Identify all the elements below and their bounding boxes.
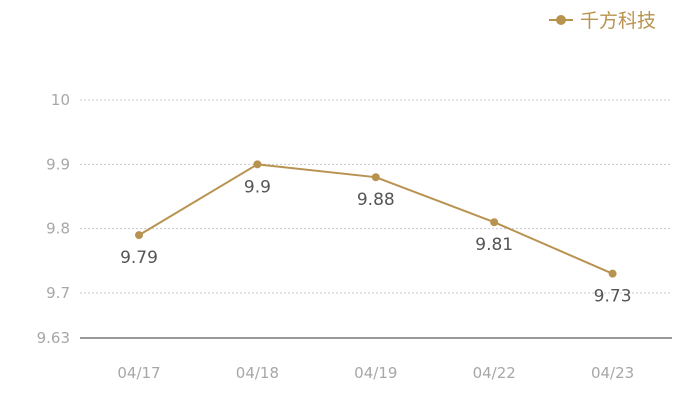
gridlines — [80, 99, 672, 294]
x-tick-label: 04/22 — [473, 364, 516, 382]
y-tick-label: 9.63 — [37, 329, 70, 347]
y-tick-label: 9.8 — [46, 220, 70, 238]
x-tick-label: 04/17 — [117, 364, 160, 382]
data-point — [608, 269, 617, 278]
x-tick-label: 04/18 — [236, 364, 279, 382]
data-label: 9.88 — [357, 190, 395, 210]
y-tick-label: 9.9 — [46, 155, 70, 173]
data-labels: 9.79 9.9 9.88 9.81 9.73 — [120, 177, 631, 306]
data-label: 9.79 — [120, 248, 158, 268]
legend-dot-marker — [556, 15, 566, 25]
y-tick-label: 9.7 — [46, 284, 70, 302]
data-label: 9.73 — [594, 287, 632, 307]
data-point — [490, 218, 499, 227]
data-point — [253, 160, 262, 169]
data-point — [371, 173, 380, 182]
data-label: 9.9 — [244, 177, 271, 197]
series-layer — [135, 160, 617, 278]
x-tick-label: 04/23 — [591, 364, 634, 382]
y-tick-label: 10 — [51, 91, 70, 109]
x-tick-label: 04/19 — [354, 364, 397, 382]
axes: 9.63 9.7 9.8 9.9 10 04/17 04/18 04/19 04/22 04/23 — [37, 91, 672, 382]
data-label: 9.81 — [475, 235, 513, 255]
legend-label: 千方科技 — [580, 10, 656, 32]
data-point — [135, 231, 143, 240]
legend: 千方科技 — [549, 10, 656, 32]
